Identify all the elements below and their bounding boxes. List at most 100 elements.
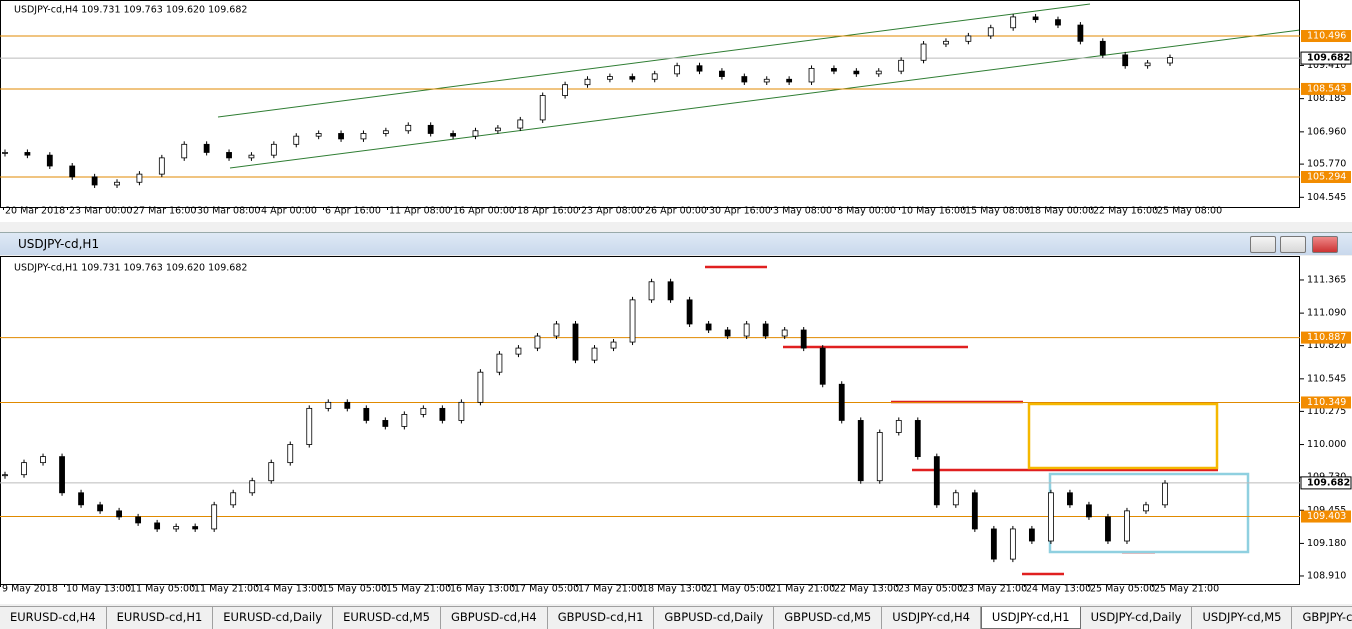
- x-tick-label: 30 Mar 08:00: [197, 206, 260, 217]
- candle-body: [1048, 492, 1054, 542]
- candle-body: [895, 420, 902, 433]
- candle-body: [651, 73, 658, 80]
- level-label: 110.887: [1307, 332, 1346, 343]
- candle-body: [990, 528, 997, 560]
- chart-tab[interactable]: GBPUSD-cd,M5: [774, 607, 883, 629]
- chart-tab[interactable]: USDJPY-cd,M5: [1192, 607, 1293, 629]
- candle-body: [838, 383, 845, 421]
- chart-tab[interactable]: USDJPY-cd,Daily: [1081, 607, 1193, 629]
- close-button[interactable]: [1312, 236, 1338, 253]
- chart-frame: [0, 256, 1300, 585]
- candle-body: [40, 456, 46, 464]
- window-title-bar: USDJPY-cd,H1: [0, 232, 1352, 255]
- candle-body: [762, 323, 769, 337]
- candle-body: [420, 407, 427, 415]
- h1-chart: USDJPY-cd,H1 109.731 109.763 109.620 109…: [0, 256, 1352, 604]
- candle-body: [249, 480, 256, 494]
- chart-tab[interactable]: GBPUSD-cd,H4: [441, 607, 548, 629]
- candle-body: [287, 444, 294, 464]
- candle-body: [971, 492, 978, 530]
- candle-body: [154, 522, 161, 530]
- candle-body: [78, 492, 84, 506]
- x-tick-label: 18 Apr 16:00: [517, 206, 579, 217]
- maximize-button[interactable]: [1280, 236, 1306, 253]
- candle-body: [1077, 24, 1084, 42]
- candle-body: [450, 133, 456, 137]
- candle-body: [46, 154, 53, 167]
- candle-body: [781, 329, 788, 337]
- price-label-box: [1300, 476, 1352, 490]
- x-tick-label: 23 May 05:00: [898, 584, 963, 595]
- chart-tab[interactable]: EURUSD-cd,H1: [107, 607, 214, 629]
- level-label-box: [1301, 30, 1351, 43]
- level-label: 105.294: [1307, 172, 1346, 183]
- candle-body: [401, 414, 408, 427]
- price-label-box: [1300, 51, 1352, 65]
- chart-tab[interactable]: GBPJPY-cd,I: [1292, 607, 1352, 629]
- x-tick-label: 22 May 16:00: [1093, 206, 1158, 217]
- candle-body: [439, 407, 446, 421]
- candle-body: [719, 70, 725, 77]
- candle-body: [69, 165, 76, 178]
- candle-body: [1143, 504, 1149, 512]
- y-tick-label: 109.455: [1307, 505, 1346, 516]
- level-label: 108.543: [1307, 83, 1346, 94]
- candle-body: [965, 35, 972, 42]
- candle-body: [853, 70, 860, 75]
- candle-body: [173, 526, 180, 530]
- minimize-button[interactable]: [1250, 236, 1276, 253]
- candle-body: [572, 323, 579, 361]
- candle-body: [914, 420, 921, 458]
- x-tick-label: 18 May 13:00: [642, 584, 707, 595]
- candle-body: [338, 133, 344, 140]
- candle-body: [136, 173, 143, 183]
- candle-body: [158, 157, 165, 175]
- candle-body: [610, 341, 617, 349]
- candle-body: [116, 510, 122, 518]
- candle-body: [293, 135, 300, 145]
- x-tick-label: 10 May 16:00: [901, 206, 966, 217]
- candle-body: [987, 27, 994, 37]
- chart-header: USDJPY-cd,H1 109.731 109.763 109.620 109…: [14, 263, 247, 274]
- candle-body: [667, 281, 674, 301]
- chart-tab[interactable]: GBPUSD-cd,Daily: [654, 607, 775, 629]
- x-tick-label: 9 May 2018: [2, 584, 58, 595]
- candle-body: [607, 76, 613, 80]
- x-tick-label: 21 May 05:00: [706, 584, 771, 595]
- candle-body: [427, 124, 434, 134]
- chart-tab[interactable]: GBPUSD-cd,H1: [548, 607, 655, 629]
- candle-body: [686, 299, 693, 325]
- candle-body: [515, 347, 522, 355]
- candle-body: [181, 143, 188, 159]
- candle-body: [763, 78, 770, 83]
- y-tick-label: 106.960: [1307, 126, 1346, 137]
- x-tick-label: 26 Apr 00:00: [645, 206, 707, 217]
- chart-tab[interactable]: USDJPY-cd,H4: [882, 607, 981, 629]
- candle-body: [933, 456, 940, 506]
- x-tick-label: 23 May 21:00: [962, 584, 1027, 595]
- y-tick-label: 108.910: [1307, 570, 1346, 581]
- candle-body: [211, 504, 218, 530]
- candle-body: [114, 181, 120, 186]
- candle-body: [898, 59, 905, 72]
- x-tick-label: 6 Apr 16:00: [325, 206, 381, 217]
- candle-body: [477, 371, 484, 403]
- chart-tab[interactable]: EURUSD-cd,H4: [0, 607, 107, 629]
- candle-body: [1099, 40, 1106, 56]
- candle-body: [808, 68, 815, 83]
- chart-frame: [0, 0, 1300, 208]
- x-tick-label: 16 Apr 00:00: [453, 206, 515, 217]
- chart-tab[interactable]: EURUSD-cd,M5: [333, 607, 441, 629]
- y-tick-label: 108.185: [1307, 93, 1346, 104]
- chart-tab[interactable]: USDJPY-cd,H1: [980, 607, 1081, 629]
- candle-body: [135, 516, 142, 524]
- candle-body: [1086, 504, 1092, 518]
- candle-body: [562, 84, 568, 96]
- candle-body: [1124, 510, 1130, 542]
- candle-body: [629, 299, 636, 343]
- chart-tab[interactable]: EURUSD-cd,Daily: [213, 607, 334, 629]
- x-tick-label: 15 May 08:00: [965, 206, 1030, 217]
- candle-body: [59, 456, 65, 494]
- candle-body: [97, 504, 103, 512]
- x-tick-label: 17 May 05:00: [514, 584, 579, 595]
